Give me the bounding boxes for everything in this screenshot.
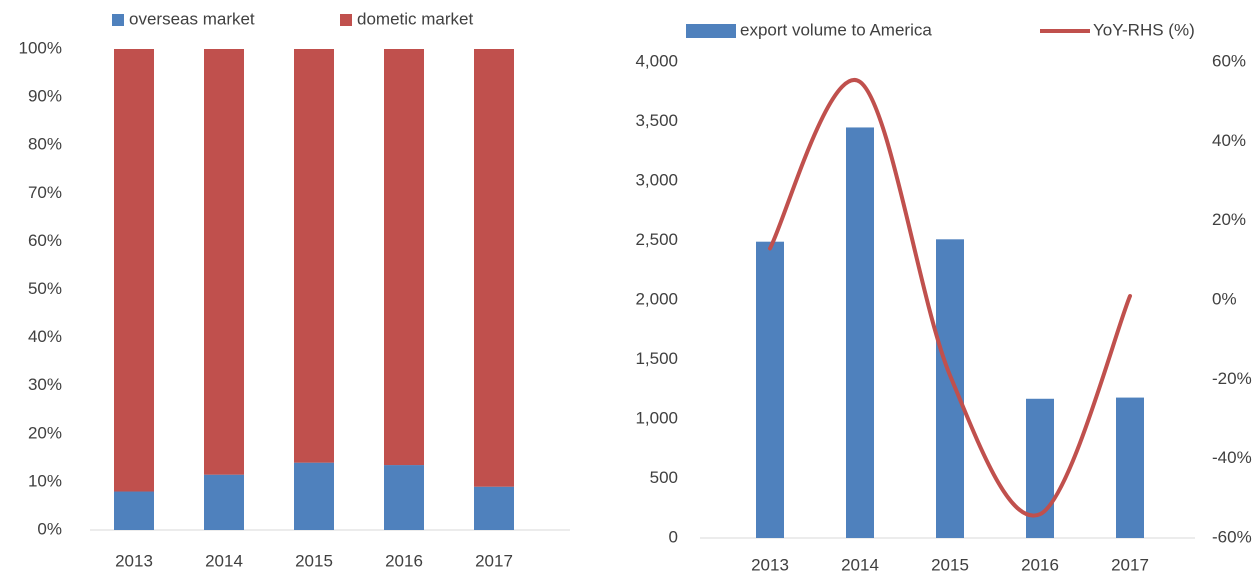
- bar: [384, 49, 424, 466]
- y2-tick-label: 20%: [1212, 210, 1246, 229]
- legend-label: dometic market: [357, 9, 473, 28]
- y-tick-label: 60%: [28, 231, 62, 250]
- bar: [474, 486, 514, 530]
- y-tick-label: 100%: [19, 38, 62, 57]
- y2-tick-label: 40%: [1212, 131, 1246, 150]
- y2-tick-label: -40%: [1212, 448, 1252, 467]
- y2-tick-label: 60%: [1212, 51, 1246, 70]
- y-tick-label: 500: [650, 468, 678, 487]
- y-tick-label: 50%: [28, 279, 62, 298]
- y-tick-label: 70%: [28, 183, 62, 202]
- legend-swatch: [112, 14, 124, 26]
- bar: [294, 49, 334, 463]
- y-tick-label: 0%: [37, 519, 62, 538]
- legend-swatch: [340, 14, 352, 26]
- y-tick-label: 40%: [28, 327, 62, 346]
- x-tick-label: 2014: [205, 551, 243, 570]
- line: [768, 78, 1132, 518]
- y-tick-label: 1,500: [635, 349, 678, 368]
- x-tick-label: 2015: [931, 555, 969, 574]
- x-tick-label: 2013: [751, 555, 789, 574]
- legend-label: export volume to America: [740, 20, 932, 39]
- bar: [294, 462, 334, 530]
- bar: [204, 474, 244, 530]
- bar: [114, 491, 154, 530]
- legend-label: overseas market: [129, 9, 255, 28]
- y-tick-label: 10%: [28, 471, 62, 490]
- bar: [1116, 397, 1144, 538]
- y-tick-label: 30%: [28, 375, 62, 394]
- y-tick-label: 2,500: [635, 230, 678, 249]
- y2-tick-label: -60%: [1212, 527, 1252, 546]
- y-tick-label: 80%: [28, 135, 62, 154]
- y-tick-label: 20%: [28, 423, 62, 442]
- x-tick-label: 2017: [475, 551, 513, 570]
- bar: [936, 239, 964, 538]
- y2-tick-label: 0%: [1212, 289, 1237, 308]
- y-tick-label: 4,000: [635, 51, 678, 70]
- y2-tick-label: -20%: [1212, 369, 1252, 388]
- y-tick-label: 2,000: [635, 289, 678, 308]
- bar: [846, 127, 874, 538]
- bar: [114, 49, 154, 492]
- x-tick-label: 2016: [385, 551, 423, 570]
- bar: [204, 49, 244, 475]
- legend-swatch: [686, 24, 736, 38]
- x-tick-label: 2015: [295, 551, 333, 570]
- bar: [474, 49, 514, 487]
- y-tick-label: 3,500: [635, 111, 678, 130]
- bar: [384, 465, 424, 530]
- y-tick-label: 0: [669, 527, 678, 546]
- x-tick-label: 2014: [841, 555, 879, 574]
- legend-label: YoY-RHS (%): [1093, 20, 1195, 39]
- y-tick-label: 1,000: [635, 408, 678, 427]
- y-tick-label: 3,000: [635, 170, 678, 189]
- x-tick-label: 2017: [1111, 555, 1149, 574]
- bar: [756, 241, 784, 538]
- y-tick-label: 90%: [28, 87, 62, 106]
- x-tick-label: 2013: [115, 551, 153, 570]
- x-tick-label: 2016: [1021, 555, 1059, 574]
